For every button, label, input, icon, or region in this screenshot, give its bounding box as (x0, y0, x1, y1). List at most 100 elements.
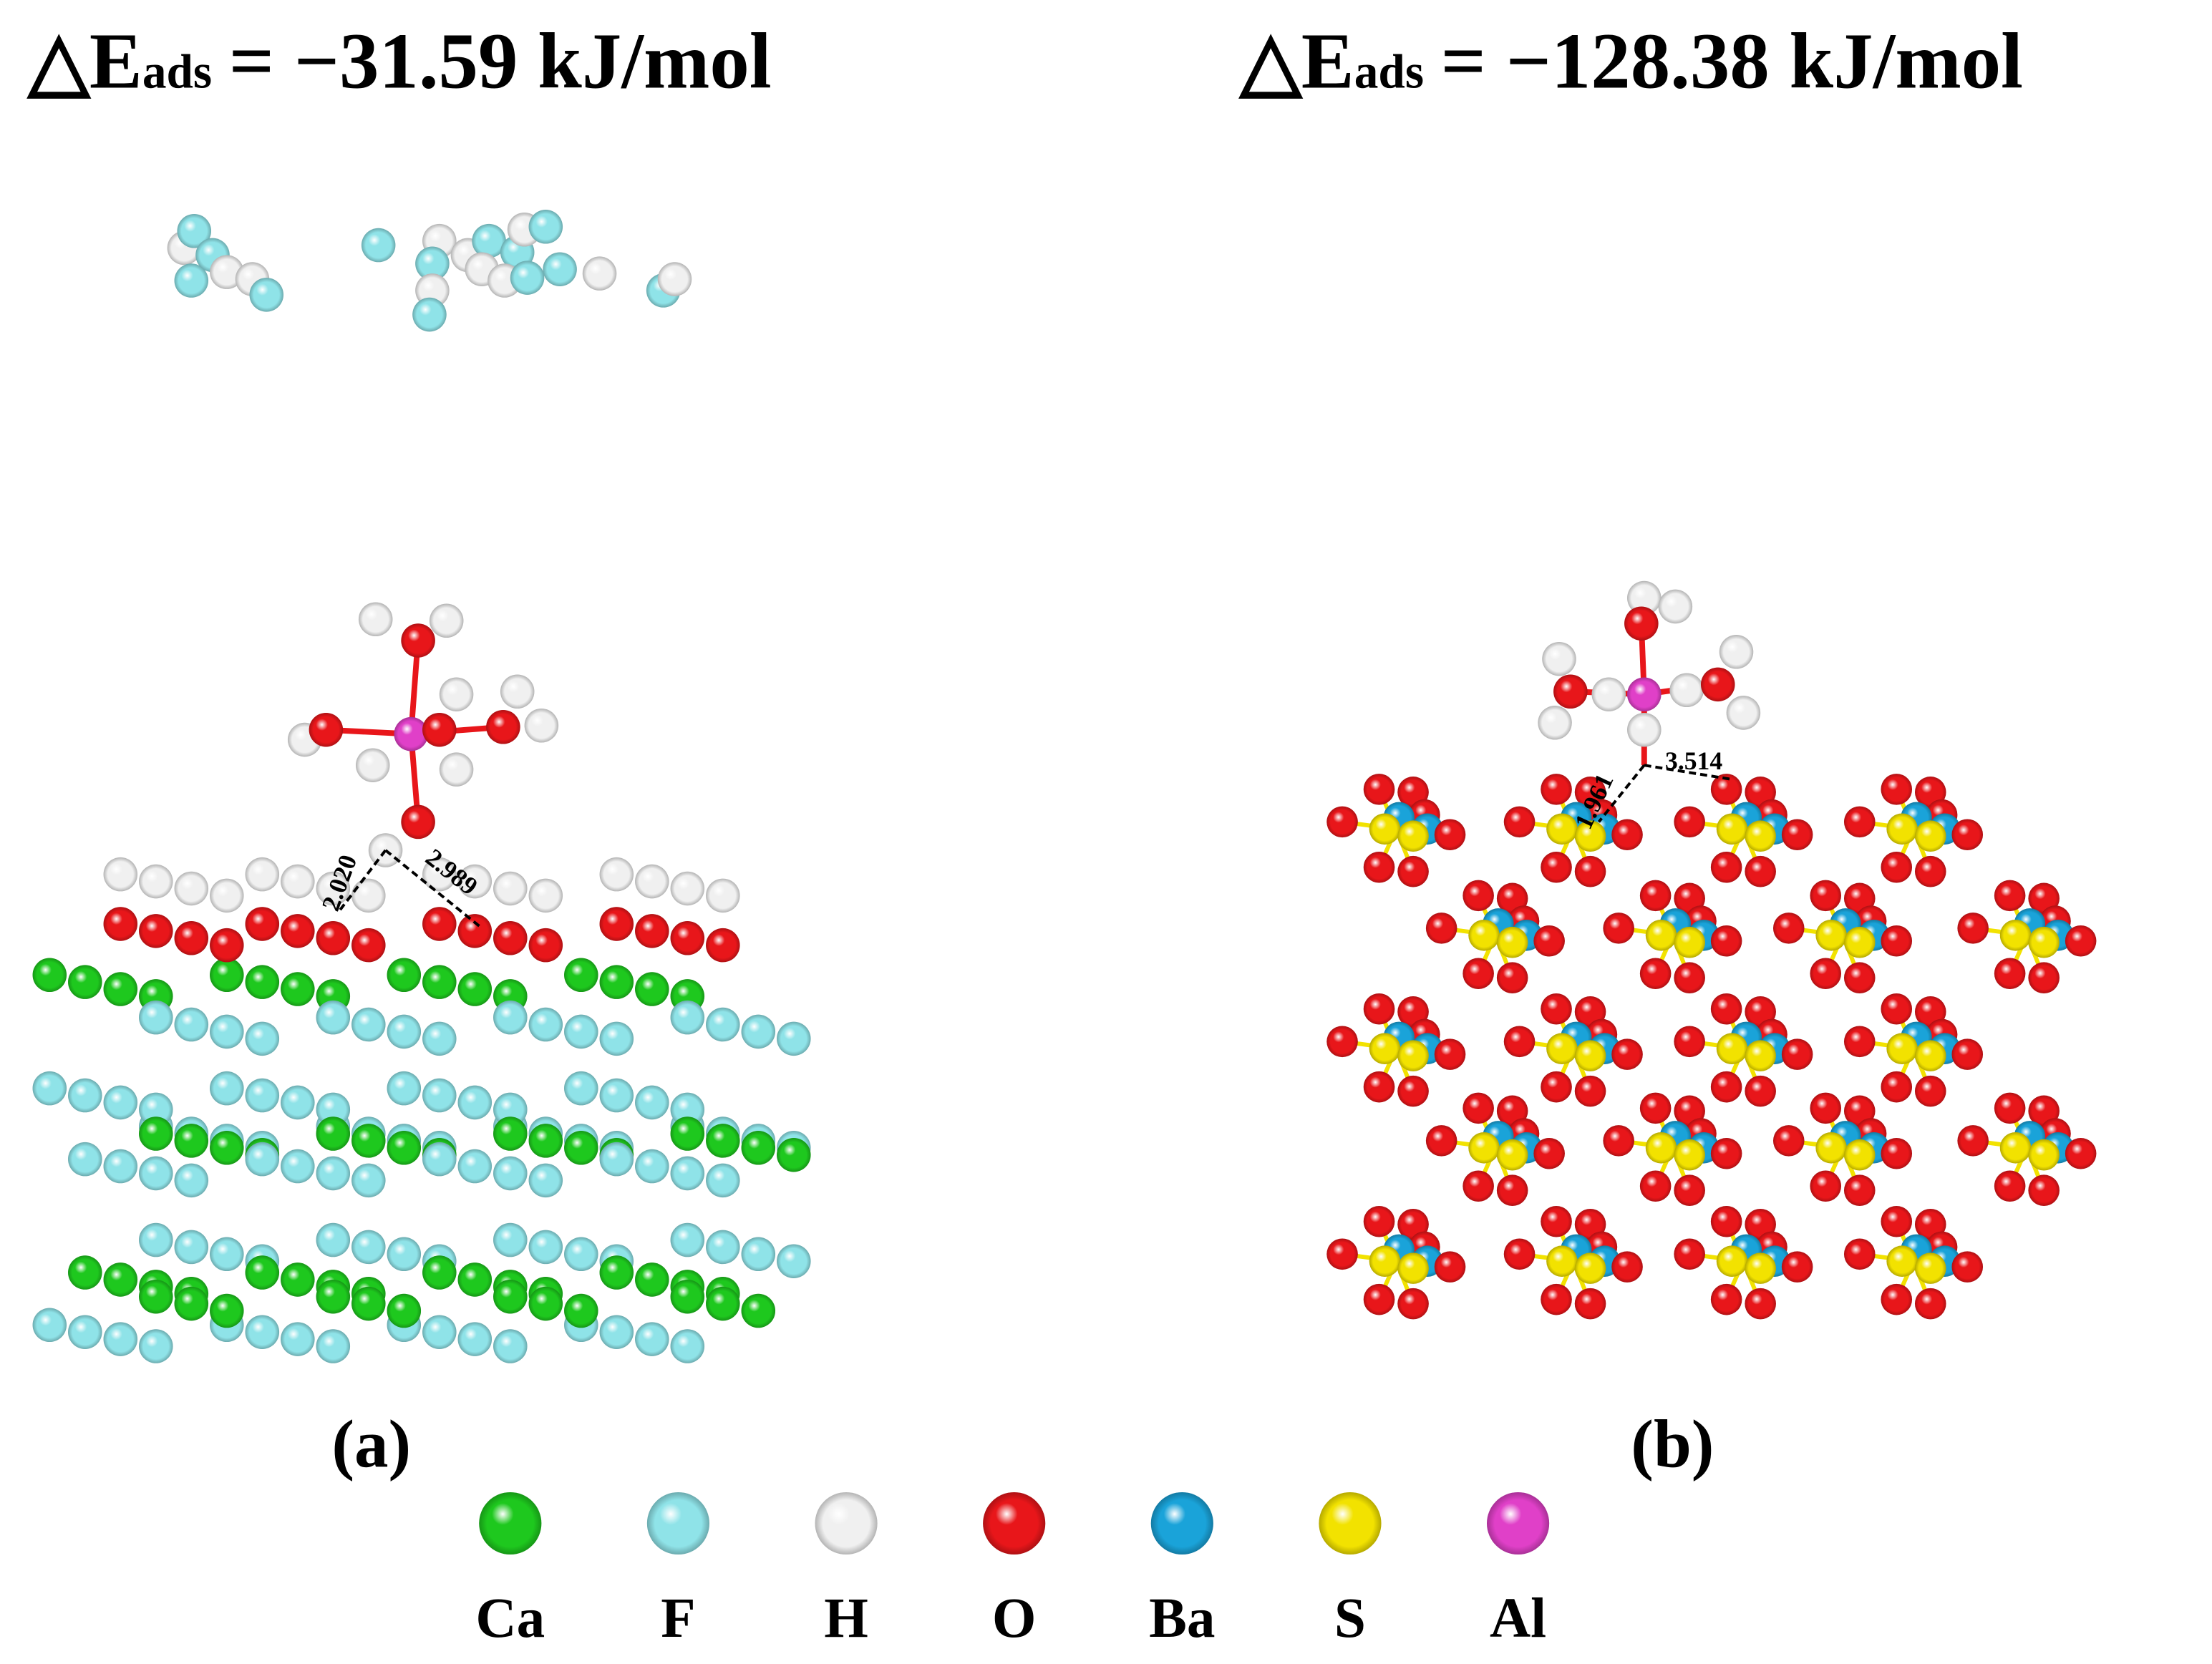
atom (210, 1131, 244, 1165)
atom (1843, 962, 1876, 993)
atom (249, 278, 283, 312)
atom (1639, 1170, 1672, 1202)
atom (281, 914, 315, 948)
atom (1496, 1139, 1528, 1171)
atom (1397, 855, 1429, 887)
atom (599, 1142, 634, 1177)
atom (1674, 1238, 1705, 1270)
atom (1914, 855, 1946, 887)
atom (1611, 1038, 1643, 1070)
atom (1363, 1283, 1395, 1315)
atom (316, 1116, 351, 1151)
atom (524, 709, 559, 743)
atom (1574, 855, 1606, 887)
atom (103, 972, 138, 1006)
atom (1881, 1071, 1913, 1103)
atom (177, 213, 212, 248)
title-value: = −128.38 kJ/mol (1441, 17, 2023, 105)
atom (670, 1092, 705, 1127)
atom (1843, 1238, 1876, 1270)
atom (1710, 925, 1742, 957)
atom (1624, 606, 1659, 641)
atom (564, 1131, 598, 1165)
atom (457, 864, 493, 899)
atom (706, 1163, 740, 1198)
atom (1574, 1288, 1606, 1320)
atom (422, 965, 457, 999)
atom (741, 1293, 776, 1328)
atom (1881, 1283, 1913, 1315)
atom (1645, 920, 1677, 951)
atom (706, 1286, 740, 1321)
atom (1496, 962, 1528, 993)
atom (415, 246, 450, 281)
legend-item: S (1319, 1492, 1382, 1650)
atom (401, 804, 435, 840)
atom (68, 1142, 102, 1177)
atom (210, 255, 244, 289)
atom (1627, 712, 1662, 747)
atom (1591, 677, 1626, 711)
atom (1603, 1125, 1634, 1157)
atom (599, 1078, 634, 1113)
legend-label: O (992, 1587, 1037, 1650)
atom (387, 1237, 422, 1272)
hydrogen-bond (384, 849, 483, 930)
atom (528, 1007, 563, 1042)
legend-label: Al (1490, 1587, 1546, 1650)
atom (472, 223, 506, 258)
atom (1815, 1132, 1847, 1164)
atom (281, 1322, 315, 1356)
atom (1999, 920, 2032, 951)
atom (316, 1222, 351, 1257)
atom (1914, 820, 1946, 852)
atom (1627, 580, 1662, 616)
legend-label: Ba (1149, 1587, 1215, 1650)
atom (245, 1021, 280, 1056)
atom (670, 1116, 705, 1151)
atom (635, 1149, 669, 1184)
atom (1627, 677, 1662, 711)
atom (2065, 925, 2097, 957)
atom (316, 871, 351, 906)
atom (429, 603, 464, 638)
atom (635, 1085, 669, 1120)
title-symbol: △E (26, 17, 142, 105)
atom (493, 1156, 528, 1191)
atom (599, 965, 634, 999)
atom (1999, 1132, 2032, 1164)
panel-label: (a) (331, 1406, 411, 1481)
atom (1541, 1205, 1572, 1237)
atom (1914, 1075, 1946, 1107)
atom (2028, 962, 2060, 993)
atom (670, 1000, 705, 1035)
atom (1843, 1026, 1876, 1058)
atom (1745, 1288, 1776, 1320)
atom (1886, 1245, 1918, 1277)
atom (1745, 855, 1776, 887)
atom (1639, 880, 1672, 912)
atom (1710, 1205, 1742, 1237)
atom (68, 1315, 102, 1349)
atom (210, 1237, 244, 1272)
atom (1745, 820, 1776, 852)
atom (493, 871, 528, 906)
atom (457, 1322, 493, 1356)
atom (210, 1014, 244, 1049)
atom (68, 1255, 102, 1290)
atom (387, 1014, 422, 1049)
atom (706, 1230, 740, 1265)
atom (1397, 1075, 1429, 1107)
atom (422, 907, 457, 941)
atom (528, 878, 563, 913)
atom (1369, 1245, 1401, 1277)
atom (670, 1156, 705, 1191)
atom (657, 262, 692, 296)
atom (1363, 1205, 1395, 1237)
atom (1951, 1038, 1984, 1070)
atom (1674, 926, 1705, 958)
atom (670, 1222, 705, 1257)
atom (1994, 958, 2026, 990)
atom (1546, 1033, 1578, 1064)
